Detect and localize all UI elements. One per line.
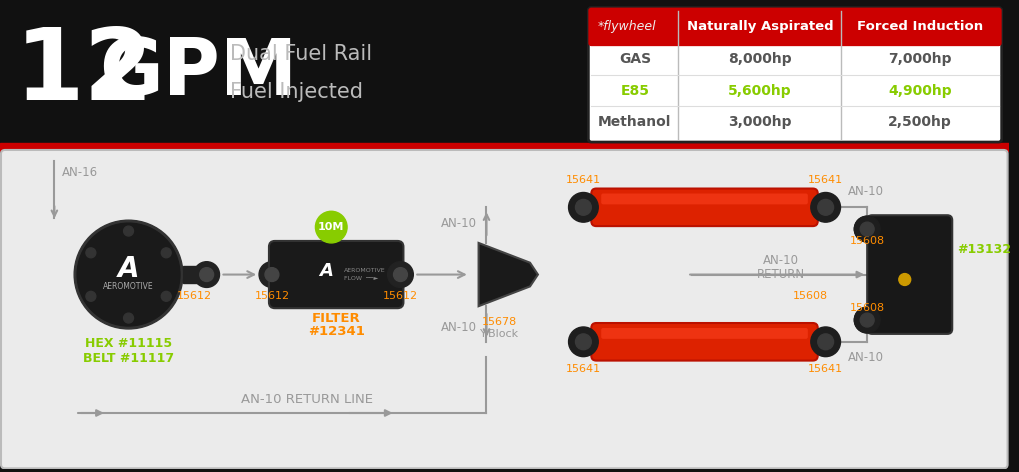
- FancyBboxPatch shape: [591, 323, 817, 361]
- Circle shape: [575, 334, 591, 350]
- Text: AN-10: AN-10: [847, 351, 882, 364]
- Text: AN-10: AN-10: [762, 254, 798, 267]
- Bar: [0, 143, 1008, 151]
- Text: AN-10: AN-10: [440, 321, 476, 335]
- Circle shape: [77, 223, 179, 326]
- Text: HEX #11115: HEX #11115: [85, 337, 172, 350]
- Circle shape: [200, 268, 213, 281]
- Polygon shape: [478, 243, 537, 306]
- Text: BELT #11117: BELT #11117: [83, 352, 174, 365]
- Text: 15612: 15612: [177, 291, 212, 301]
- Text: FILTER: FILTER: [312, 312, 361, 325]
- Bar: [591, 10, 998, 43]
- Circle shape: [859, 222, 873, 236]
- Circle shape: [810, 193, 840, 222]
- Text: 15641: 15641: [807, 364, 843, 374]
- FancyBboxPatch shape: [588, 8, 1001, 46]
- Circle shape: [859, 313, 873, 327]
- Text: AN-16: AN-16: [62, 166, 98, 179]
- Text: 15641: 15641: [566, 364, 600, 374]
- Text: 15608: 15608: [849, 236, 883, 246]
- Circle shape: [86, 291, 96, 301]
- Circle shape: [854, 216, 879, 242]
- Text: FLOW  ──►: FLOW ──►: [343, 276, 378, 281]
- Circle shape: [854, 216, 879, 242]
- Circle shape: [568, 193, 598, 222]
- Text: 15612: 15612: [382, 291, 418, 301]
- Text: Naturally Aspirated: Naturally Aspirated: [686, 20, 833, 34]
- Bar: [0, 3, 1008, 143]
- Text: Dual Fuel Rail: Dual Fuel Rail: [230, 44, 372, 64]
- Text: 12: 12: [15, 25, 154, 121]
- Circle shape: [575, 199, 591, 215]
- Text: 2,500hp: 2,500hp: [888, 115, 951, 129]
- Circle shape: [817, 199, 833, 215]
- Circle shape: [315, 211, 346, 243]
- Text: A: A: [117, 254, 140, 283]
- Text: 8,000hp: 8,000hp: [728, 52, 791, 66]
- Text: #12341: #12341: [308, 325, 364, 338]
- Circle shape: [854, 307, 879, 333]
- Circle shape: [393, 268, 407, 281]
- FancyBboxPatch shape: [269, 241, 404, 308]
- FancyBboxPatch shape: [866, 215, 952, 334]
- Text: AEROMOTIVE: AEROMOTIVE: [103, 282, 154, 291]
- Circle shape: [123, 313, 133, 323]
- Text: A: A: [319, 261, 333, 279]
- Text: RETURN: RETURN: [756, 268, 804, 281]
- Circle shape: [161, 248, 171, 258]
- Bar: [182, 266, 201, 284]
- Circle shape: [86, 248, 96, 258]
- FancyBboxPatch shape: [588, 8, 1001, 142]
- Text: 4,900hp: 4,900hp: [888, 84, 951, 98]
- Circle shape: [387, 261, 413, 287]
- Circle shape: [265, 268, 278, 281]
- Text: AN-10 RETURN LINE: AN-10 RETURN LINE: [240, 393, 372, 405]
- Circle shape: [259, 261, 284, 287]
- Circle shape: [194, 261, 219, 287]
- Text: 7,000hp: 7,000hp: [888, 52, 951, 66]
- Text: 15608: 15608: [849, 303, 883, 313]
- Circle shape: [161, 291, 171, 301]
- Text: 15678: 15678: [481, 317, 517, 327]
- Text: 5,600hp: 5,600hp: [728, 84, 791, 98]
- Circle shape: [74, 220, 182, 329]
- Text: *flywheel: *flywheel: [597, 20, 655, 34]
- Circle shape: [854, 307, 879, 333]
- FancyBboxPatch shape: [600, 194, 807, 204]
- FancyBboxPatch shape: [591, 188, 817, 226]
- Circle shape: [810, 327, 840, 357]
- FancyBboxPatch shape: [600, 328, 807, 339]
- Text: 15641: 15641: [566, 175, 600, 185]
- Text: AEROMOTIVE: AEROMOTIVE: [343, 268, 385, 273]
- Text: 15612: 15612: [254, 291, 289, 301]
- Text: AN-10: AN-10: [440, 217, 476, 230]
- Circle shape: [898, 274, 910, 286]
- Text: 15641: 15641: [807, 175, 843, 185]
- Text: Y-Block: Y-Block: [479, 329, 519, 339]
- Circle shape: [123, 226, 133, 236]
- Text: GAS: GAS: [619, 52, 650, 66]
- Text: 15608: 15608: [793, 291, 827, 301]
- Text: Fuel Injected: Fuel Injected: [230, 82, 363, 101]
- Text: #13132: #13132: [956, 244, 1010, 256]
- Circle shape: [568, 327, 598, 357]
- Text: 3,000hp: 3,000hp: [728, 115, 791, 129]
- Text: GPM: GPM: [99, 35, 297, 111]
- Text: E85: E85: [620, 84, 649, 98]
- Text: 10M: 10M: [318, 222, 344, 232]
- Text: AN-10: AN-10: [847, 185, 882, 198]
- FancyBboxPatch shape: [1, 150, 1007, 468]
- Text: Methanol: Methanol: [597, 115, 671, 129]
- Text: Forced Induction: Forced Induction: [856, 20, 982, 34]
- Circle shape: [817, 334, 833, 350]
